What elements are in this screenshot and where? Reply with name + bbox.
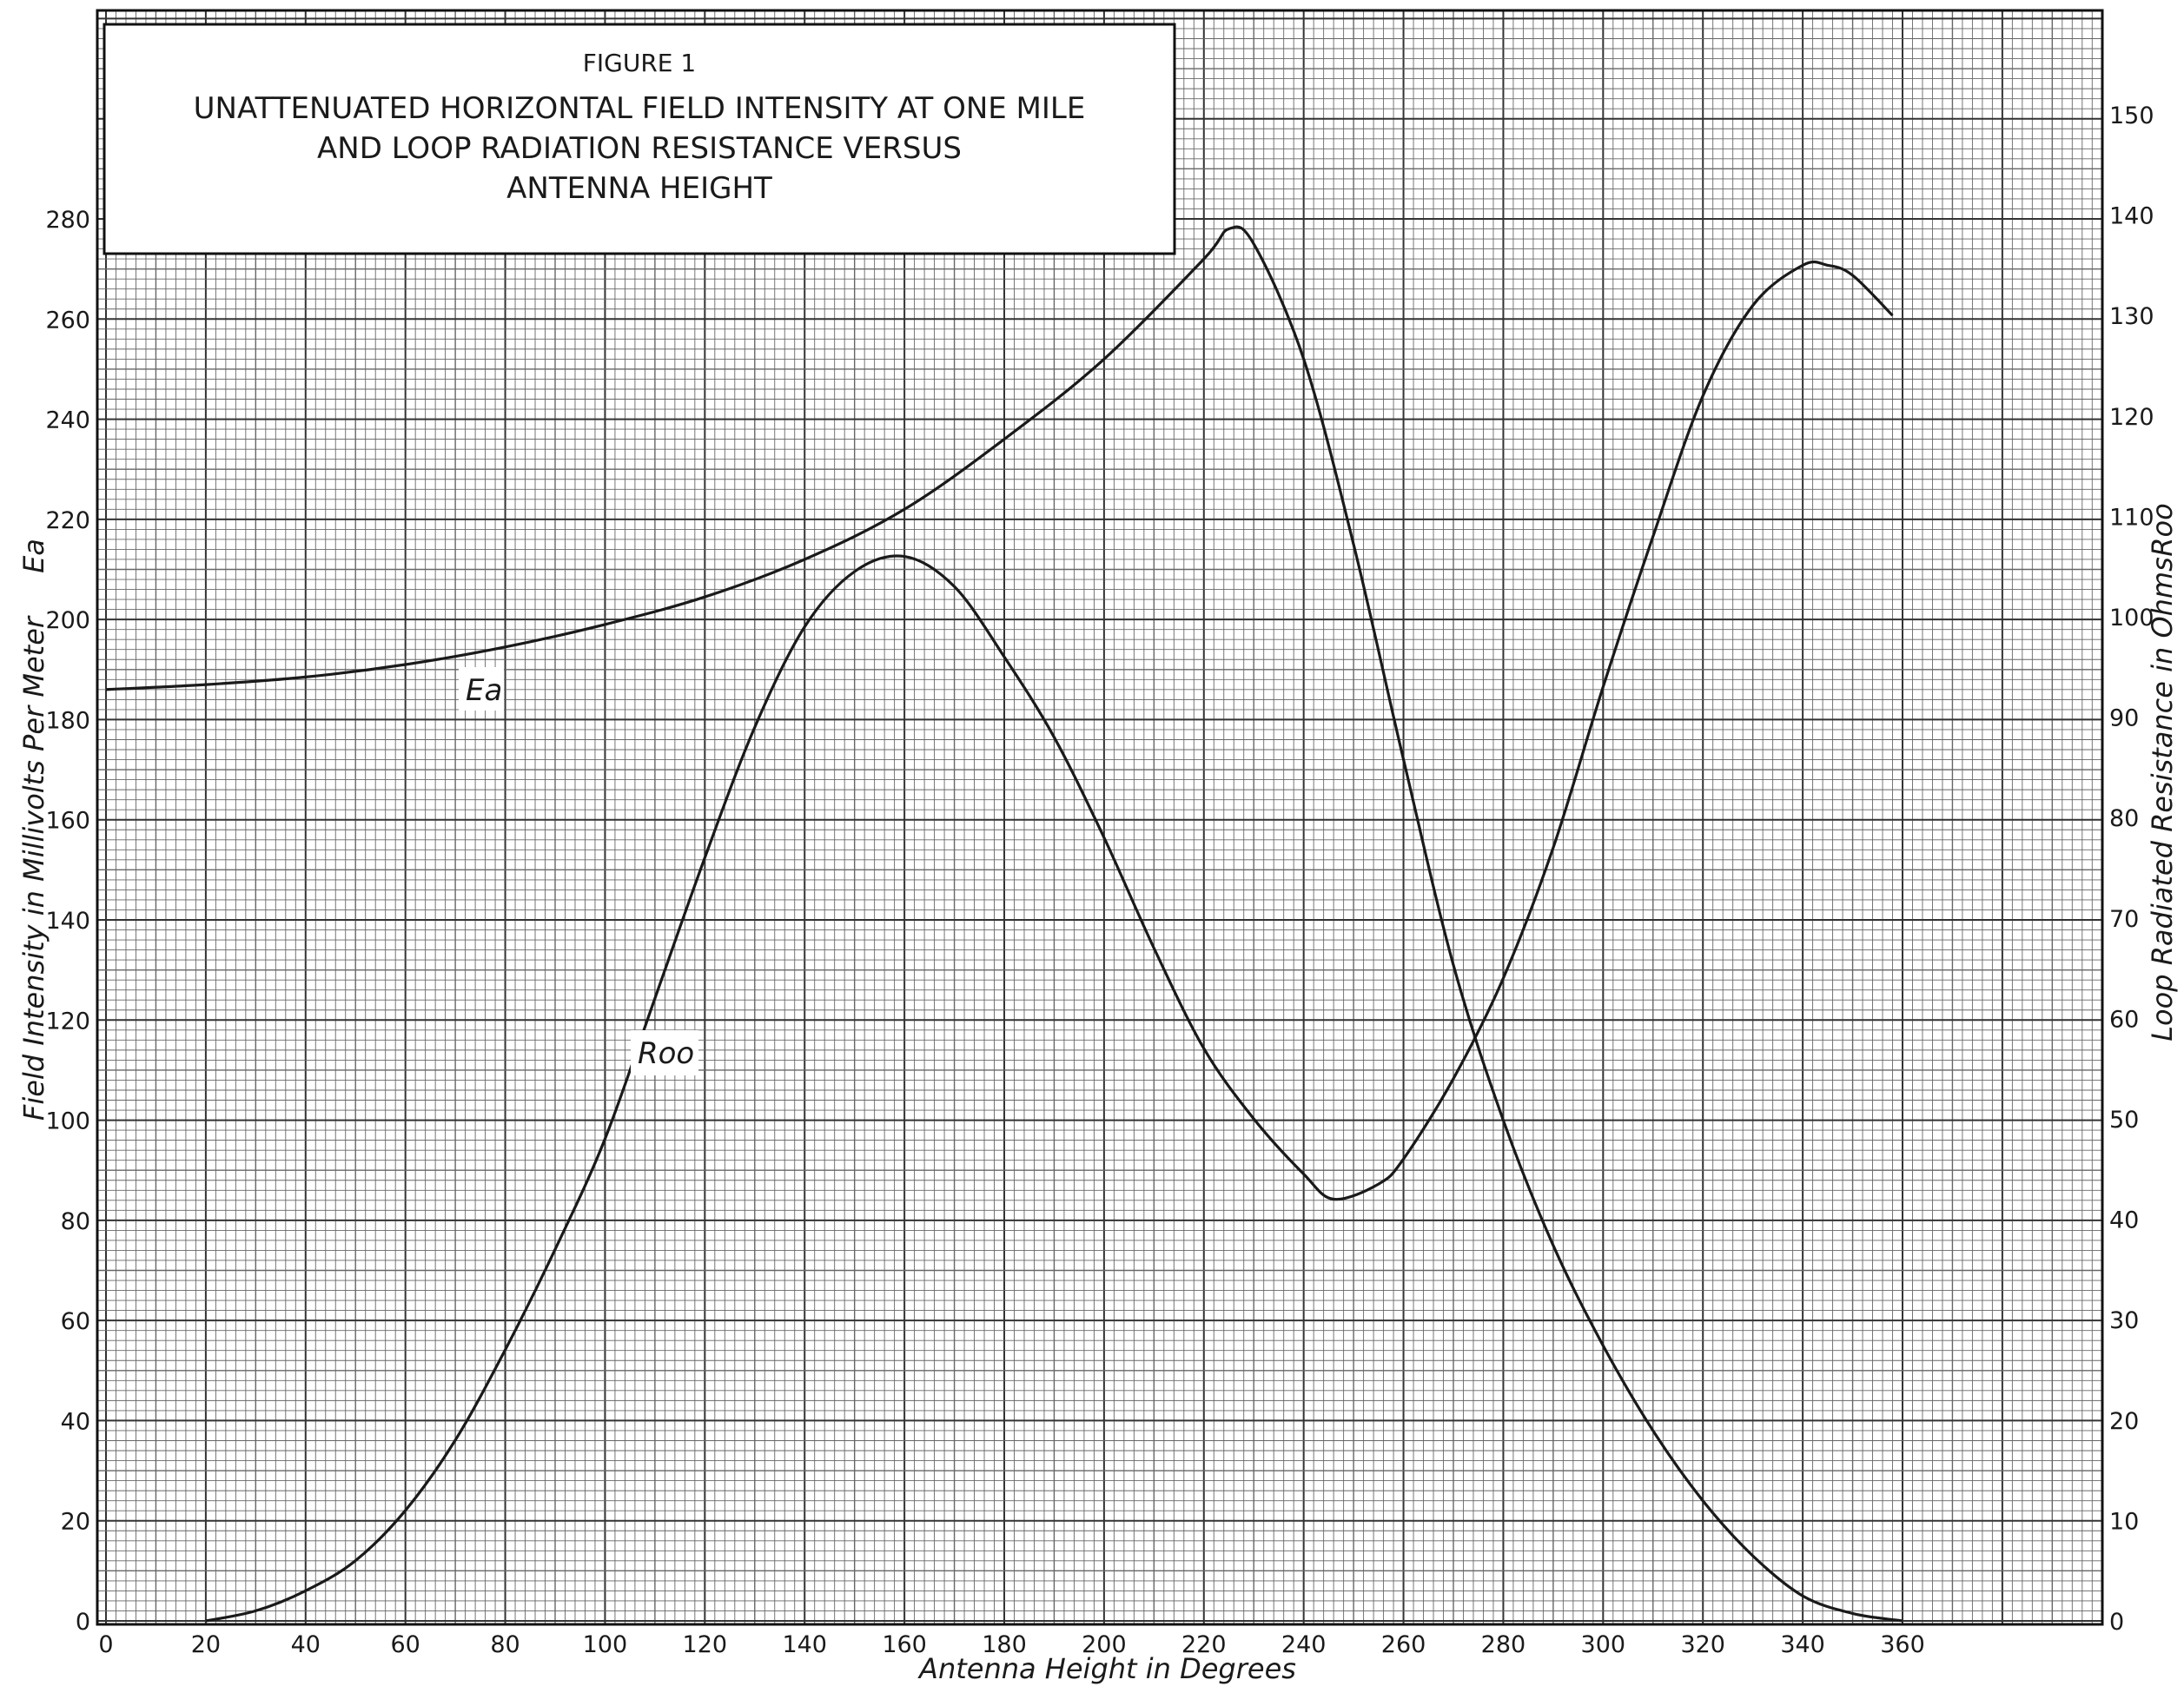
y-left-tick-label: 100 <box>45 1108 90 1135</box>
y-right-axis-symbol: Roo <box>2146 503 2179 556</box>
x-tick-label: 320 <box>1680 1631 1725 1658</box>
x-tick-label: 280 <box>1481 1631 1526 1658</box>
y-right-tick-label: 130 <box>2109 303 2154 330</box>
y-right-tick-label: 20 <box>2109 1408 2139 1435</box>
y-left-tick-label: 180 <box>45 707 90 734</box>
y-left-tick-label: 260 <box>45 307 90 334</box>
y-left-tick-label: 40 <box>61 1408 90 1435</box>
y-right-tick-label: 150 <box>2109 103 2154 129</box>
y-right-tick-label: 80 <box>2109 805 2139 832</box>
series-label-roo: Roo <box>631 1030 698 1075</box>
y-left-tick-label: 200 <box>45 607 90 634</box>
plot-frame <box>96 9 2104 1626</box>
y-right-tick-label: 100 <box>2109 605 2154 632</box>
series-layer <box>105 225 1903 1623</box>
x-tick-label: 160 <box>882 1631 927 1658</box>
chart-title-line-1: UNATTENUATED HORIZONTAL FIELD INTENSITY … <box>194 91 1086 126</box>
y-right-tick-label: 50 <box>2109 1107 2139 1134</box>
y-left-axis-title: Field Intensity in Millivolts Per Meter <box>17 615 50 1121</box>
series-line-roo <box>205 260 1894 1623</box>
y-left-tick-label: 80 <box>61 1208 90 1235</box>
x-tick-label: 60 <box>390 1631 420 1658</box>
y-left-tick-label: 0 <box>76 1609 90 1636</box>
chart-title-line-3: ANTENNA HEIGHT <box>506 171 772 206</box>
y-right-tick-label: 90 <box>2109 705 2139 732</box>
y-left-tick-labels: 0 20 40 60 80 100 120 140 160 180 200 220 240 260 280 <box>45 207 90 1636</box>
y-left-tick-label: 240 <box>45 407 90 434</box>
x-tick-label: 20 <box>191 1631 221 1658</box>
x-tick-label: 340 <box>1780 1631 1825 1658</box>
x-tick-label: 0 <box>98 1631 113 1658</box>
x-tick-label: 40 <box>291 1631 321 1658</box>
y-right-tick-label: 40 <box>2109 1207 2139 1234</box>
y-right-axis-title: Loop Radiated Resistance in Ohms <box>2146 557 2179 1042</box>
x-tick-label: 220 <box>1181 1631 1227 1658</box>
y-left-tick-label: 160 <box>45 808 90 835</box>
y-left-tick-label: 120 <box>45 1008 90 1035</box>
x-tick-labels: 0 20 40 60 80 100 120 140 160 180 200 220 240 260 280 3… <box>98 1631 1924 1658</box>
y-left-tick-label: 20 <box>61 1509 90 1536</box>
x-tick-label: 240 <box>1281 1631 1327 1658</box>
title-box: FIGURE 1 UNATTENUATED HORIZONTAL FIELD I… <box>103 23 1176 255</box>
y-left-tick-label: 140 <box>45 908 90 935</box>
x-tick-label: 80 <box>490 1631 520 1658</box>
series-label-ea-text: Ea <box>466 673 502 708</box>
y-right-tick-label: 120 <box>2109 404 2154 431</box>
x-tick-label: 260 <box>1381 1631 1426 1658</box>
y-right-tick-label: 70 <box>2109 906 2139 933</box>
y-left-tick-label: 220 <box>45 507 90 534</box>
series-label-ea: Ea <box>459 667 504 711</box>
x-tick-label: 300 <box>1581 1631 1626 1658</box>
series-label-roo-text: Roo <box>638 1036 694 1071</box>
x-tick-label: 200 <box>1082 1631 1127 1658</box>
y-right-tick-labels: 0 10 20 30 40 50 60 70 80 90 100 110 120 130 140 150 <box>2109 103 2154 1636</box>
y-right-tick-label: 30 <box>2109 1307 2139 1334</box>
x-axis-title: Antenna Height in Degrees <box>917 1652 1296 1685</box>
y-left-tick-label: 280 <box>45 207 90 234</box>
x-tick-label: 140 <box>782 1631 827 1658</box>
y-right-tick-label: 0 <box>2109 1609 2124 1636</box>
x-tick-label: 180 <box>982 1631 1027 1658</box>
x-tick-label: 360 <box>1880 1631 1925 1658</box>
x-tick-label: 120 <box>683 1631 728 1658</box>
x-tick-label: 100 <box>583 1631 628 1658</box>
y-right-tick-label: 110 <box>2109 504 2154 531</box>
y-right-tick-label: 60 <box>2109 1006 2139 1033</box>
chart-title-line-2: AND LOOP RADIATION RESISTANCE VERSUS <box>317 131 962 166</box>
grid <box>97 10 2103 1624</box>
figure-label: FIGURE 1 <box>583 49 696 77</box>
y-left-axis-symbol: Ea <box>17 539 50 573</box>
series-line-ea <box>105 225 1903 1623</box>
y-right-tick-label: 140 <box>2109 203 2154 230</box>
y-left-tick-label: 60 <box>61 1308 90 1335</box>
y-right-tick-label: 10 <box>2109 1508 2139 1535</box>
